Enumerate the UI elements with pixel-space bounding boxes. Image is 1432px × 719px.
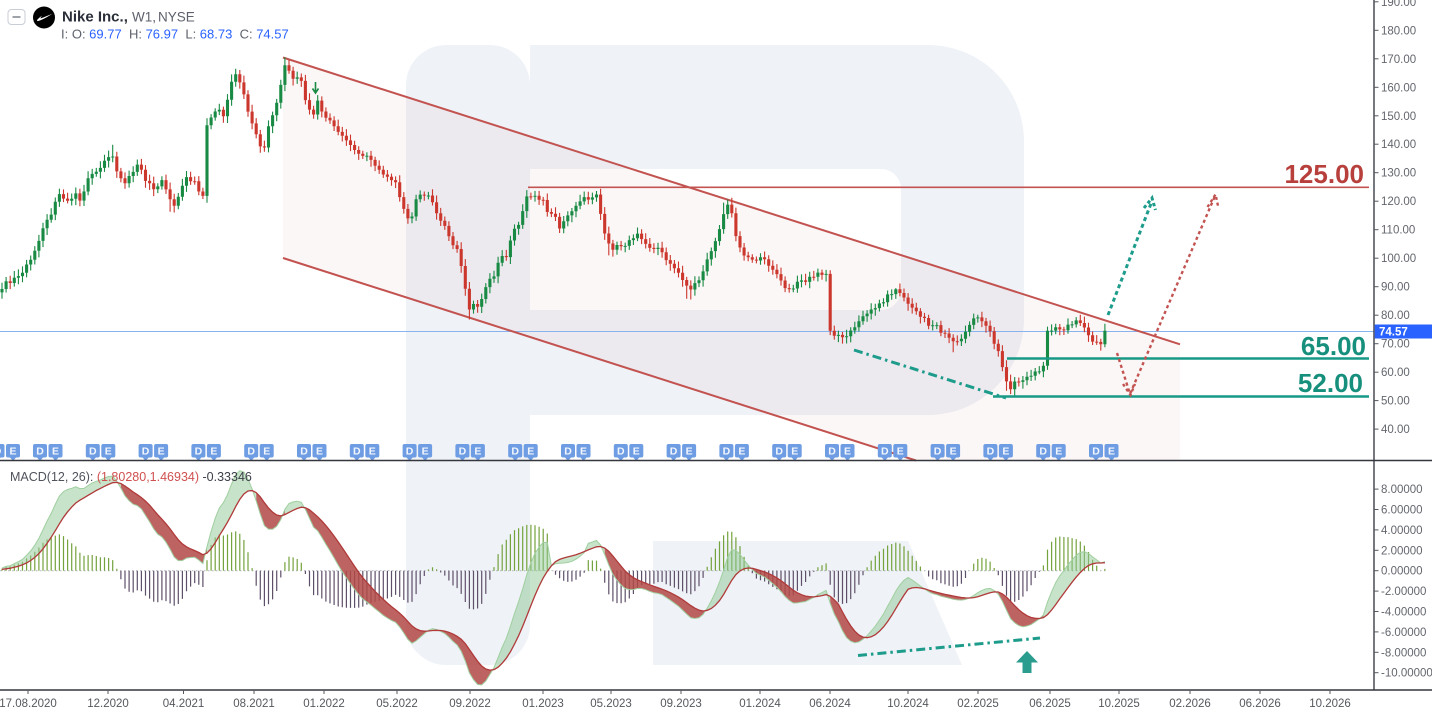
svg-text:E: E: [738, 446, 745, 458]
svg-text:D: D: [353, 446, 361, 458]
svg-text:E: E: [950, 446, 957, 458]
svg-text:W1,: W1,: [132, 10, 156, 25]
svg-text:E: E: [105, 446, 112, 458]
svg-text:E: E: [158, 446, 165, 458]
svg-text:150.00: 150.00: [1381, 111, 1416, 123]
svg-text:D: D: [247, 446, 255, 458]
svg-text:D: D: [828, 446, 836, 458]
svg-text:06.2026: 06.2026: [1239, 698, 1281, 710]
svg-text:D: D: [36, 446, 44, 458]
svg-text:E: E: [791, 446, 798, 458]
svg-text:E: E: [527, 446, 534, 458]
svg-text:-6.00000: -6.00000: [1381, 627, 1426, 639]
svg-text:E: E: [580, 446, 587, 458]
svg-text:E: E: [686, 446, 693, 458]
svg-text:E: E: [263, 446, 270, 458]
svg-text:D: D: [0, 446, 2, 458]
svg-text:50.00: 50.00: [1381, 396, 1410, 408]
svg-text:10.2026: 10.2026: [1309, 698, 1351, 710]
svg-text:-4.00000: -4.00000: [1381, 607, 1426, 619]
svg-text:E: E: [52, 446, 59, 458]
svg-text:04.2021: 04.2021: [163, 698, 205, 710]
svg-text:01.2023: 01.2023: [522, 698, 564, 710]
svg-text:120.00: 120.00: [1381, 196, 1416, 208]
svg-text:NYSE: NYSE: [158, 10, 195, 25]
svg-text:E: E: [633, 446, 640, 458]
svg-text:180.00: 180.00: [1381, 25, 1416, 37]
svg-text:130.00: 130.00: [1381, 168, 1416, 180]
svg-text:4.00000: 4.00000: [1381, 525, 1423, 537]
svg-text:74.57: 74.57: [1379, 327, 1408, 339]
svg-text:D: D: [1039, 446, 1047, 458]
svg-text:D: D: [564, 446, 572, 458]
svg-text:-2.00000: -2.00000: [1381, 586, 1426, 598]
svg-text:90.00: 90.00: [1381, 282, 1410, 294]
svg-text:125.00: 125.00: [1284, 159, 1364, 189]
svg-text:E: E: [422, 446, 429, 458]
svg-text:0.00000: 0.00000: [1381, 566, 1423, 578]
svg-text:D: D: [1092, 446, 1100, 458]
svg-text:52.00: 52.00: [1298, 368, 1363, 398]
svg-text:I: O: 69.77 H: 76.97 L: 68.7: I: O: 69.77 H: 76.97 L: 68.73 C: 74.57: [61, 27, 289, 42]
svg-text:02.2026: 02.2026: [1169, 698, 1211, 710]
svg-text:D: D: [987, 446, 995, 458]
svg-text:D: D: [300, 446, 308, 458]
svg-text:D: D: [881, 446, 889, 458]
svg-text:140.00: 140.00: [1381, 139, 1416, 151]
svg-text:6.00000: 6.00000: [1381, 505, 1423, 517]
svg-text:110.00: 110.00: [1381, 225, 1415, 237]
svg-text:D: D: [617, 446, 625, 458]
svg-text:E: E: [9, 446, 16, 458]
svg-text:17.08.2020: 17.08.2020: [0, 698, 57, 710]
svg-text:02.2025: 02.2025: [957, 698, 999, 710]
svg-text:09.2023: 09.2023: [660, 698, 702, 710]
svg-text:01.2024: 01.2024: [739, 698, 781, 710]
svg-text:01.2022: 01.2022: [303, 698, 345, 710]
svg-text:E: E: [1108, 446, 1115, 458]
svg-text:D: D: [142, 446, 150, 458]
svg-text:E: E: [210, 446, 217, 458]
svg-text:09.2022: 09.2022: [449, 698, 491, 710]
svg-text:100.00: 100.00: [1381, 253, 1416, 265]
svg-text:D: D: [406, 446, 414, 458]
svg-text:E: E: [1002, 446, 1009, 458]
svg-text:65.00: 65.00: [1301, 331, 1366, 361]
svg-text:D: D: [723, 446, 731, 458]
svg-text:E: E: [1055, 446, 1062, 458]
svg-text:2.00000: 2.00000: [1381, 545, 1423, 557]
svg-text:10.2024: 10.2024: [887, 698, 929, 710]
svg-text:70.00: 70.00: [1381, 339, 1410, 351]
svg-text:170.00: 170.00: [1381, 54, 1416, 66]
svg-text:MACD(12, 26): (1.80280,1.46934: MACD(12, 26): (1.80280,1.46934) -0.33346: [10, 470, 252, 484]
svg-text:D: D: [934, 446, 942, 458]
svg-text:E: E: [897, 446, 904, 458]
svg-text:-8.00000: -8.00000: [1381, 647, 1426, 659]
svg-text:D: D: [195, 446, 203, 458]
svg-text:06.2025: 06.2025: [1029, 698, 1071, 710]
svg-text:E: E: [316, 446, 323, 458]
svg-text:D: D: [89, 446, 97, 458]
svg-text:D: D: [511, 446, 519, 458]
svg-text:D: D: [459, 446, 467, 458]
svg-text:10.2025: 10.2025: [1098, 698, 1140, 710]
svg-text:80.00: 80.00: [1381, 310, 1410, 322]
svg-text:160.00: 160.00: [1381, 82, 1416, 94]
svg-text:12.2020: 12.2020: [87, 698, 129, 710]
svg-text:8.00000: 8.00000: [1381, 484, 1423, 496]
svg-text:E: E: [844, 446, 851, 458]
svg-text:D: D: [670, 446, 678, 458]
svg-text:-10.00000: -10.00000: [1381, 668, 1432, 680]
svg-text:60.00: 60.00: [1381, 367, 1410, 379]
svg-text:40.00: 40.00: [1381, 424, 1410, 436]
svg-text:06.2024: 06.2024: [809, 698, 851, 710]
svg-text:D: D: [775, 446, 783, 458]
svg-text:E: E: [474, 446, 481, 458]
svg-text:05.2022: 05.2022: [376, 698, 418, 710]
svg-text:190.00: 190.00: [1381, 0, 1416, 9]
svg-text:E: E: [369, 446, 376, 458]
svg-text:05.2023: 05.2023: [590, 698, 632, 710]
svg-text:08.2021: 08.2021: [233, 698, 275, 710]
svg-text:Nike Inc.,: Nike Inc.,: [62, 9, 128, 26]
